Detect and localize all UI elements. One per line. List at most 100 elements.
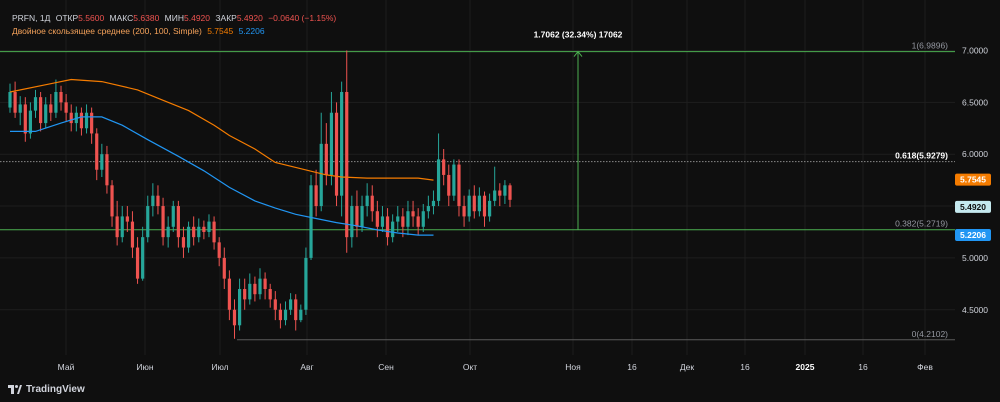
candle-body xyxy=(508,185,512,200)
candle-body xyxy=(482,195,487,217)
candle-body xyxy=(345,91,349,238)
candle-body xyxy=(396,216,400,222)
candle-body xyxy=(416,216,420,227)
price-tag[interactable] xyxy=(955,200,991,213)
candle-body xyxy=(472,195,476,212)
candle-body xyxy=(258,278,262,295)
candle-body xyxy=(411,211,415,217)
price-tag-label: 5.4920 xyxy=(960,202,986,212)
ticker-label[interactable]: PRFN, 1Д xyxy=(12,13,51,23)
candle-body xyxy=(69,112,73,124)
time-tick-label: 16 xyxy=(627,362,637,372)
grid xyxy=(0,0,955,355)
high-value: 5.6380 xyxy=(133,13,160,23)
indicator-label: Двойное скользящее среднее (200, 100, Si… xyxy=(12,26,202,36)
candle-body xyxy=(151,195,155,207)
candle-body xyxy=(340,91,344,196)
candle-body xyxy=(283,309,288,321)
time-tick-label: Май xyxy=(58,362,75,372)
candle-body xyxy=(110,185,114,217)
low-label: МИН xyxy=(164,13,185,23)
candle-body xyxy=(457,164,461,207)
fib-level-label: 0(4.2102) xyxy=(912,329,949,339)
candle-body xyxy=(8,91,12,108)
candle-body xyxy=(222,257,226,279)
candle-body xyxy=(421,211,425,227)
open-label: ОТКР xyxy=(55,13,79,23)
fib-level-label: 0.618(5.9279) xyxy=(895,151,948,161)
candle-body xyxy=(360,206,364,227)
candle-body xyxy=(329,112,334,175)
candle-body xyxy=(135,247,140,279)
measure-tool[interactable]: 1.7062 (32.34%) 17062 xyxy=(534,30,623,230)
candle-body xyxy=(436,159,441,201)
price-tag-label: 5.7545 xyxy=(960,175,986,185)
logo-text: TradingView xyxy=(26,384,85,395)
price-tick-label: 7.0000 xyxy=(962,46,988,56)
low-value: 5.4920 xyxy=(184,13,211,23)
candle-body xyxy=(401,216,405,227)
price-tag-label: 5.2206 xyxy=(960,230,986,240)
candle-body xyxy=(125,216,129,222)
candle-body xyxy=(493,190,497,201)
candle-body xyxy=(431,200,436,207)
candle-body xyxy=(406,211,410,227)
candle-body xyxy=(217,242,221,258)
time-tick-label: Ноя xyxy=(565,362,581,372)
candle-body xyxy=(263,278,267,290)
candle-body xyxy=(289,299,293,310)
ohlc-legend: PRFN, 1Д ОТКР5.5600 МАКС5.6380 МИН5.4920… xyxy=(12,13,339,23)
indicator-legend[interactable]: Двойное скользящее среднее (200, 100, Si… xyxy=(12,26,268,36)
fibonacci-retracement[interactable]: 1(6.9896) 0.618(5.9279) 0.382(5.2719) 0(4.2… xyxy=(0,41,955,341)
candle-body xyxy=(64,102,68,113)
price-tag[interactable] xyxy=(955,173,991,186)
candle-body xyxy=(355,206,359,227)
candle-body xyxy=(186,226,191,248)
candle-body xyxy=(90,112,94,134)
price-tag[interactable] xyxy=(955,229,991,242)
time-tick-label: Июн xyxy=(136,362,153,372)
candle-body xyxy=(146,206,150,238)
candle-body xyxy=(105,154,109,186)
ma-slow-value: 5.2206 xyxy=(238,26,265,36)
time-axis[interactable]: Май Июн Июл Авг Сен Окт Ноя 16 Дек 16 2025 16 Фев xyxy=(58,362,934,372)
time-tick-label: Авг xyxy=(300,362,313,372)
price-axis[interactable]: 7.00006.50006.00005.50005.00004.50005.75… xyxy=(955,46,991,315)
candle-body xyxy=(462,206,466,217)
candle-body xyxy=(498,190,502,196)
ma-line-ma_slow xyxy=(10,116,434,236)
candle-body xyxy=(54,91,58,113)
candle-body xyxy=(309,185,313,258)
candle-body xyxy=(161,206,165,238)
candle-body xyxy=(115,216,119,238)
candle-body xyxy=(452,164,456,196)
candle-body xyxy=(477,195,481,212)
candle-body xyxy=(59,91,63,103)
candle-body xyxy=(426,206,430,212)
candle-body xyxy=(171,206,175,227)
candle-body xyxy=(380,216,385,227)
fib-level-label: 1(6.9896) xyxy=(912,41,949,51)
time-tick-label: Фев xyxy=(917,362,933,372)
candle-body xyxy=(197,226,201,238)
candle-body xyxy=(166,226,170,238)
candle-body xyxy=(33,97,38,111)
candle-body xyxy=(39,97,43,124)
candle-body xyxy=(44,104,48,124)
candle-body xyxy=(243,289,247,300)
candle-body xyxy=(18,104,22,113)
candle-body xyxy=(227,278,231,310)
candle-body xyxy=(467,195,471,217)
candle-body xyxy=(49,104,53,113)
candle-body xyxy=(237,289,242,326)
tradingview-logo[interactable]: TradingView xyxy=(8,384,85,395)
candle-body xyxy=(141,237,145,279)
candle-body xyxy=(130,221,135,248)
candle-body xyxy=(192,226,196,238)
candle-body xyxy=(370,195,374,212)
candle-body xyxy=(365,195,369,207)
time-tick-label: Июл xyxy=(211,362,228,372)
candle-body xyxy=(334,112,339,196)
candle-body xyxy=(487,200,492,217)
